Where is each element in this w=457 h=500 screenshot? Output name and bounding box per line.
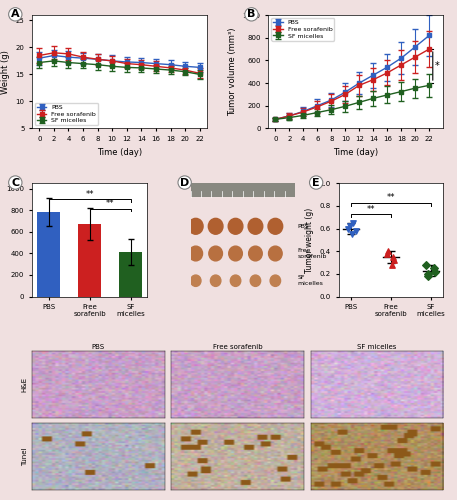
Text: **: **	[85, 190, 94, 198]
Circle shape	[230, 275, 241, 286]
Point	[352, 227, 359, 235]
Title: SF micelles: SF micelles	[357, 344, 397, 349]
Circle shape	[270, 275, 281, 286]
Text: **: **	[106, 200, 114, 208]
Point	[389, 253, 397, 261]
Point	[346, 222, 354, 230]
Point	[384, 247, 391, 255]
Point	[344, 224, 351, 232]
Circle shape	[189, 246, 202, 261]
Text: **: **	[387, 194, 395, 202]
Text: C: C	[11, 178, 19, 188]
Point	[388, 261, 396, 269]
Bar	[78, 224, 101, 296]
Legend: PBS, Free sorafenib, SF micelles: PBS, Free sorafenib, SF micelles	[271, 18, 334, 40]
Text: Free
sorafenib: Free sorafenib	[298, 248, 327, 259]
Circle shape	[210, 275, 221, 286]
Title: PBS: PBS	[92, 344, 105, 349]
Circle shape	[209, 246, 223, 261]
Circle shape	[191, 275, 201, 286]
Point	[431, 268, 439, 276]
Y-axis label: Tumor volume (mm³): Tumor volume (mm³)	[228, 28, 237, 116]
Circle shape	[269, 246, 282, 261]
Circle shape	[229, 246, 242, 261]
Legend: PBS, Free sorafenib, SF micelles: PBS, Free sorafenib, SF micelles	[35, 103, 98, 126]
Point	[349, 230, 356, 238]
Text: *: *	[435, 61, 440, 71]
Point	[424, 270, 431, 278]
Y-axis label: Weight (g): Weight (g)	[1, 50, 10, 94]
Title: Free sorafenib: Free sorafenib	[213, 344, 262, 349]
Circle shape	[248, 218, 263, 234]
Y-axis label: Tunel: Tunel	[22, 448, 28, 466]
X-axis label: Time (day): Time (day)	[97, 148, 142, 156]
Text: A: A	[11, 10, 20, 20]
Text: **: **	[367, 205, 375, 214]
Text: B: B	[247, 10, 255, 20]
X-axis label: Time (day): Time (day)	[333, 148, 378, 156]
Circle shape	[188, 218, 203, 234]
Point	[424, 272, 431, 280]
Point	[430, 264, 437, 272]
Bar	[37, 212, 60, 296]
Y-axis label: H&E: H&E	[22, 377, 28, 392]
Text: SF
micelles: SF micelles	[298, 276, 323, 286]
Text: PBS: PBS	[298, 224, 309, 229]
Text: D: D	[180, 178, 189, 188]
Circle shape	[228, 218, 243, 234]
Bar	[119, 252, 142, 296]
Y-axis label: Tumor growth rate (%): Tumor growth rate (%)	[0, 196, 1, 283]
Point	[391, 256, 398, 264]
Y-axis label: Tumor weight (g): Tumor weight (g)	[305, 208, 314, 272]
Circle shape	[208, 218, 223, 234]
Circle shape	[268, 218, 283, 234]
Point	[350, 219, 357, 227]
Point	[383, 250, 390, 258]
FancyBboxPatch shape	[191, 183, 295, 197]
Circle shape	[250, 275, 260, 286]
Circle shape	[249, 246, 262, 261]
Text: E: E	[312, 178, 320, 188]
Point	[422, 261, 430, 269]
